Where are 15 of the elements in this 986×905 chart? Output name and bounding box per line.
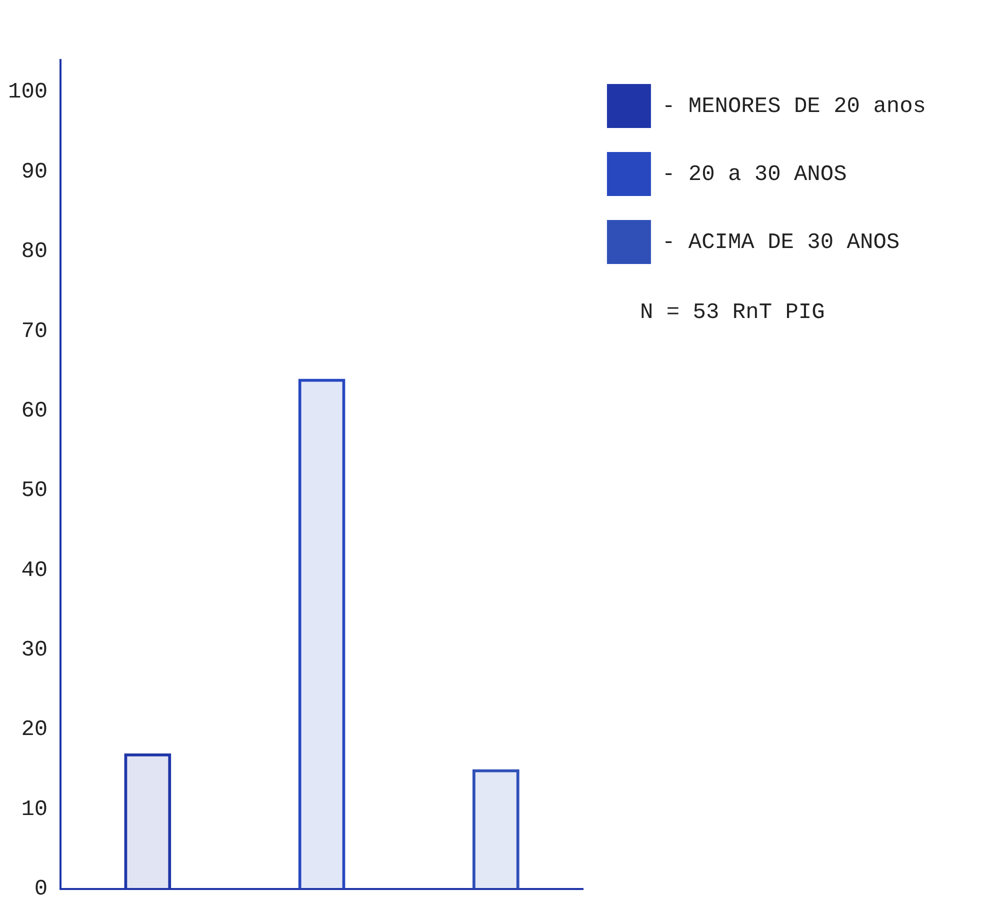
legend-label: - 20 a 30 ANOS (662, 162, 847, 187)
y-tick-label: 100 (8, 80, 48, 105)
y-tick-label: 90 (21, 159, 48, 184)
y-tick-label: 10 (21, 796, 48, 822)
legend-label: - ACIMA DE 30 ANOS (662, 230, 900, 255)
text: N = 53 RnT PIG (640, 300, 825, 325)
y-tick-label: 50 (21, 478, 48, 504)
y-tick-label: 30 (21, 638, 48, 663)
legend-label: - MENORES DE 20 anos (662, 94, 926, 119)
y-tick-label: 40 (21, 558, 48, 583)
y-tick-label: 0 (34, 876, 48, 902)
y-tick-label: 80 (21, 239, 48, 264)
y-tick-label: 70 (21, 318, 48, 344)
y-tick-label: 20 (21, 717, 48, 742)
y-tick-label: 60 (21, 398, 48, 424)
